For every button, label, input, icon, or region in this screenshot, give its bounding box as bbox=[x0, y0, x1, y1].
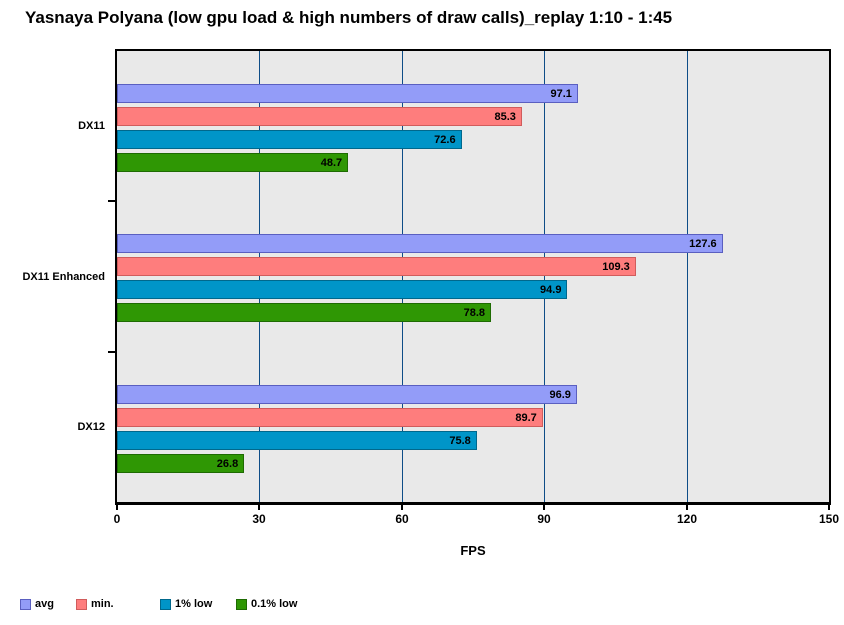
gridline-x-120 bbox=[686, 51, 688, 502]
bar-value-label: 26.8 bbox=[216, 457, 239, 470]
gridline-x-90 bbox=[544, 51, 546, 502]
bar-value-label: 109.3 bbox=[602, 260, 630, 273]
plot-area: 97.1 85.3 72.6 48.7 127.6 109.3 94.9 78.8 96.9 89… bbox=[115, 49, 831, 505]
legend-swatch-1-low bbox=[160, 598, 171, 610]
bar-value-label: 75.8 bbox=[449, 434, 471, 447]
bar-min-dx11-enhanced: 109.3 bbox=[117, 257, 636, 276]
bar-value-label: 78.8 bbox=[463, 306, 486, 319]
bar-value-label: 72.6 bbox=[434, 133, 456, 146]
bar-avg-dx11: 97.1 bbox=[117, 84, 578, 103]
x-tick-label-60: 60 bbox=[395, 512, 409, 526]
bar-1-low-dx12: 75.8 bbox=[117, 431, 477, 450]
bar-min-dx12: 89.7 bbox=[117, 408, 543, 427]
bar-0-1-low-dx12: 26.8 bbox=[117, 454, 245, 473]
bar-value-label: 96.9 bbox=[549, 388, 571, 401]
gridline-x-30 bbox=[259, 51, 261, 502]
bar-min-dx11: 85.3 bbox=[117, 107, 522, 126]
bar-1-low-dx11-enhanced: 94.9 bbox=[117, 280, 568, 299]
legend: avg min. 1% low 0.1% low bbox=[0, 597, 844, 611]
bar-value-label: 94.9 bbox=[540, 283, 562, 296]
x-axis-tick-0 bbox=[116, 505, 118, 510]
x-tick-label-90: 90 bbox=[537, 512, 551, 526]
x-tick-label-150: 150 bbox=[818, 512, 840, 526]
gridline-x-60 bbox=[401, 51, 403, 502]
bar-avg-dx12: 96.9 bbox=[117, 385, 577, 404]
bar-value-label: 97.1 bbox=[550, 87, 572, 100]
category-label-dx11: DX11 bbox=[78, 120, 105, 132]
legend-label-min: min. bbox=[91, 598, 114, 610]
bar-0-1-low-dx11: 48.7 bbox=[117, 153, 349, 172]
legend-label-0-1-low: 0.1% low bbox=[251, 598, 298, 610]
category-label-dx12: DX12 bbox=[77, 421, 105, 433]
y-axis-tick bbox=[108, 200, 115, 202]
legend-label-1-low: 1% low bbox=[175, 598, 213, 610]
x-axis-tick-60 bbox=[401, 505, 403, 510]
x-axis-tick-150 bbox=[828, 505, 830, 510]
bar-value-label: 127.6 bbox=[689, 237, 717, 250]
y-axis-tick bbox=[108, 351, 115, 353]
chart-title: Yasnaya Polyana (low gpu load & high num… bbox=[25, 8, 673, 27]
x-axis-tick-120 bbox=[686, 505, 688, 510]
x-tick-label-0: 0 bbox=[113, 512, 121, 526]
bar-1-low-dx11: 72.6 bbox=[117, 130, 462, 149]
legend-item-0-1-low: 0.1% low bbox=[236, 597, 297, 611]
legend-label-avg: avg bbox=[35, 598, 54, 610]
legend-swatch-avg bbox=[20, 598, 31, 610]
bar-value-label: 89.7 bbox=[515, 411, 537, 424]
bar-0-1-low-dx11-enhanced: 78.8 bbox=[117, 303, 492, 322]
legend-item-1-low: 1% low bbox=[160, 597, 212, 611]
legend-swatch-min bbox=[76, 598, 87, 610]
legend-swatch-0-1-low bbox=[236, 598, 247, 610]
x-axis-tick-30 bbox=[258, 505, 260, 510]
x-tick-label-120: 120 bbox=[676, 512, 698, 526]
legend-item-avg: avg bbox=[20, 597, 54, 611]
bar-value-label: 48.7 bbox=[320, 156, 343, 169]
bar-value-label: 85.3 bbox=[494, 110, 516, 123]
legend-item-min: min. bbox=[76, 597, 114, 611]
bar-avg-dx11-enhanced: 127.6 bbox=[117, 234, 723, 253]
x-tick-label-30: 30 bbox=[252, 512, 266, 526]
x-axis-tick-90 bbox=[543, 505, 545, 510]
category-label-dx11-enhanced: DX11 Enhanced bbox=[22, 271, 105, 283]
x-axis-label: FPS bbox=[460, 543, 486, 558]
